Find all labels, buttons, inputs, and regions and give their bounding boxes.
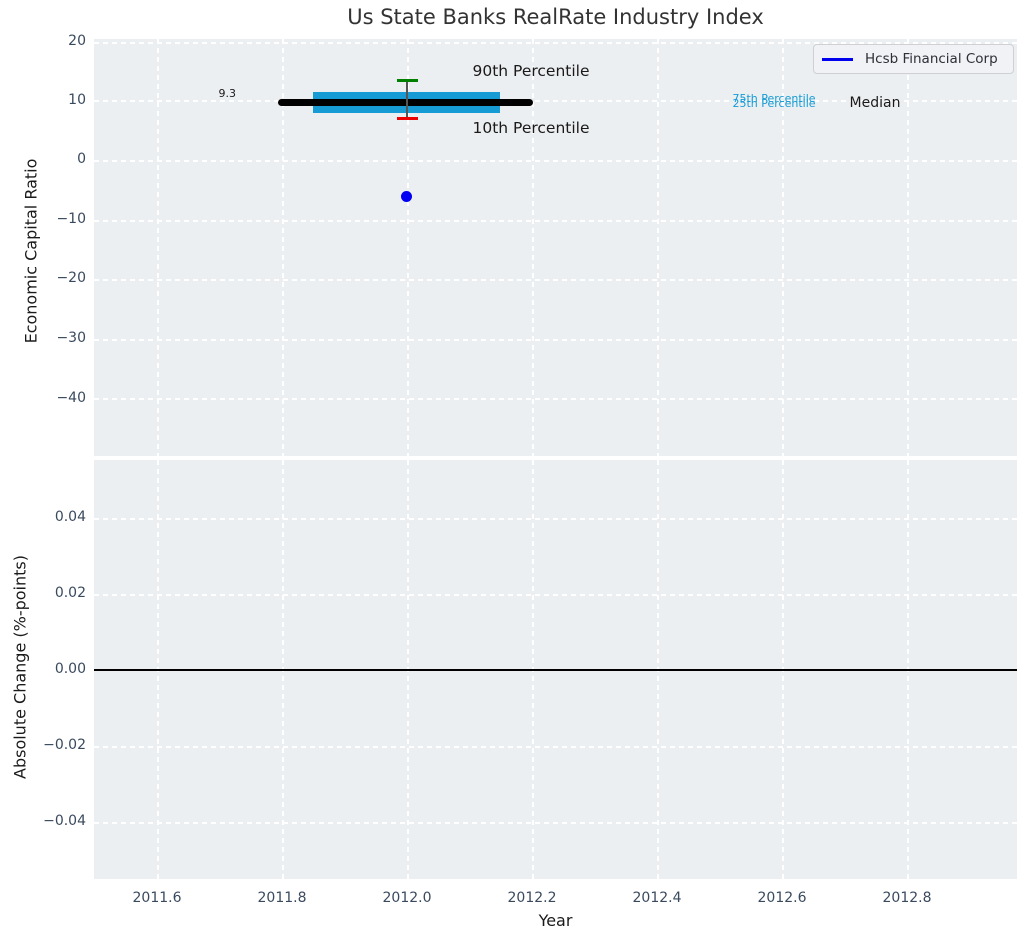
y-tick-label: 0.02: [54, 585, 86, 601]
x-axis-label: Year: [538, 911, 573, 930]
legend-label: Hcsb Financial Corp: [865, 51, 998, 67]
gridline: [532, 39, 534, 456]
median-value-label: 9.3: [218, 87, 237, 100]
gridline: [907, 39, 909, 456]
bottom-plot-area: [94, 460, 1017, 879]
percentile-whisker-line: [406, 82, 408, 117]
x-tick-label: 2012.0: [382, 890, 432, 906]
y-tick-label: 0: [77, 151, 86, 167]
x-tick-label: 2012.2: [507, 890, 557, 906]
gridline: [94, 746, 1017, 748]
x-tick-label: 2012.8: [882, 890, 932, 906]
y-tick-label: −20: [56, 270, 86, 286]
y-tick-label: −0.04: [43, 813, 86, 829]
gridline: [94, 279, 1017, 281]
gridline: [94, 42, 1017, 44]
gridline: [782, 39, 784, 456]
y-tick-label: 10: [68, 92, 86, 108]
gridline: [94, 822, 1017, 824]
median-label: Median: [849, 95, 901, 111]
gridline: [94, 160, 1017, 162]
percentile-10-cap: [397, 117, 418, 120]
gridline: [94, 100, 1017, 102]
legend: Hcsb Financial Corp: [813, 44, 1014, 74]
percentile-90-label: 90th Percentile: [472, 62, 590, 80]
y-tick-label: 20: [68, 33, 86, 49]
percentile-90-cap: [397, 79, 418, 82]
gridline: [94, 594, 1017, 596]
gridline: [94, 398, 1017, 400]
bottom-y-axis-label: Absolute Change (%-points): [10, 555, 30, 779]
y-tick-label: −30: [56, 330, 86, 346]
company-data-point: [401, 191, 412, 202]
gridline: [94, 339, 1017, 341]
industry-median-line: [278, 99, 533, 106]
x-tick-label: 2012.6: [757, 890, 807, 906]
x-tick-label: 2011.8: [257, 890, 307, 906]
gridline: [657, 39, 659, 456]
y-tick-label: 0.00: [54, 661, 86, 677]
y-tick-label: −10: [56, 211, 86, 227]
gridline: [407, 39, 409, 456]
gridline: [157, 39, 159, 456]
percentile-25-label: 25th Percentile: [732, 97, 816, 110]
y-tick-label: 0.04: [54, 509, 86, 525]
top-y-axis-label: Economic Capital Ratio: [21, 158, 41, 344]
y-tick-label: −0.02: [43, 737, 86, 753]
x-tick-label: 2011.6: [132, 890, 182, 906]
gridline: [282, 39, 284, 456]
gridline: [94, 220, 1017, 222]
chart-title: Us State Banks RealRate Industry Index: [347, 5, 764, 29]
y-tick-label: −40: [56, 390, 86, 406]
percentile-75-label: 75th Percentile: [732, 92, 816, 105]
x-tick-label: 2012.4: [632, 890, 682, 906]
legend-line-swatch: [822, 57, 853, 61]
percentile-10-label: 10th Percentile: [472, 119, 590, 137]
gridline: [94, 518, 1017, 520]
top-plot-area: 9.3 90th Percentile 10th Percentile 75th…: [94, 39, 1017, 456]
zero-reference-line: [94, 669, 1017, 671]
